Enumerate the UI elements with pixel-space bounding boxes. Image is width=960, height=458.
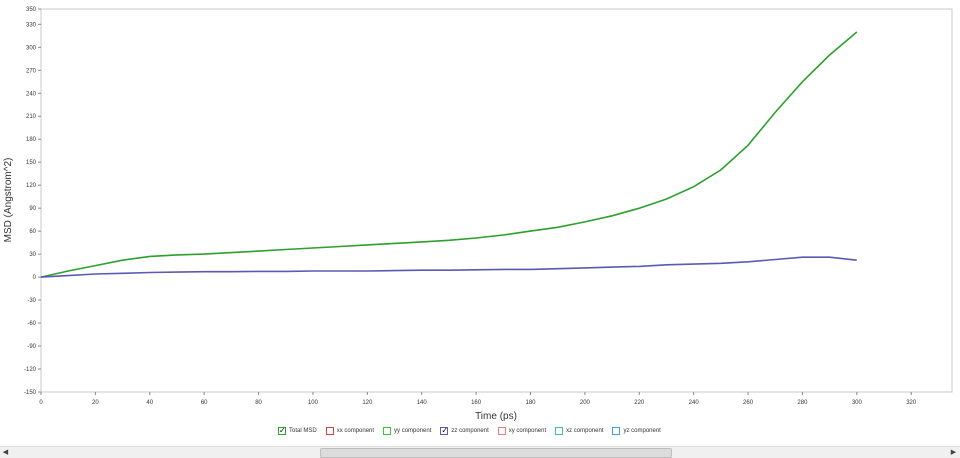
legend-label: xy component [508,428,547,434]
legend-item-yz-component[interactable]: yz component [612,427,661,435]
x-tick-label: 280 [797,400,808,406]
y-tick-label: -120 [24,367,37,373]
y-tick-label: 150 [26,160,37,166]
y-tick-label: 240 [26,91,37,97]
y-tick-label: 210 [26,114,37,120]
horizontal-scrollbar[interactable]: ◀ ▶ [0,446,960,458]
legend-label: xx component [336,428,375,434]
x-tick-label: 100 [308,400,319,406]
legend-label: xz component [566,428,604,434]
x-tick-label: 40 [146,400,153,406]
x-tick-label: 300 [852,400,863,406]
y-tick-label: 270 [26,68,37,74]
x-tick-label: 200 [580,400,591,406]
x-tick-label: 140 [417,400,428,406]
x-tick-label: 20 [92,400,99,406]
x-tick-label: 80 [255,400,262,406]
y-axis-title: MSD (Angstrom^2) [3,158,14,243]
legend-item-yy-component[interactable]: yy component [383,427,431,435]
legend-checkbox[interactable]: ✓ [440,426,449,435]
y-tick-label: 180 [26,137,37,143]
y-tick-label: -90 [27,344,36,350]
y-tick-label: 0 [33,275,37,281]
scroll-right-icon[interactable]: ▶ [950,449,957,456]
y-tick-label: 120 [26,183,37,189]
x-tick-label: 60 [201,400,208,406]
legend-label: zz component [451,428,489,434]
y-tick-label: 60 [29,229,36,235]
x-tick-labels: 0 20 40 60 80 100 120 140 160 180 200 220 240 260 280 3… [39,400,917,406]
x-tick-label: 180 [525,400,536,406]
legend-checkbox[interactable] [383,427,392,435]
axes [38,8,953,395]
series-line-zz-component [40,256,857,278]
x-tick-label: 220 [634,400,645,406]
y-tick-label: -30 [27,298,36,304]
x-tick-label: 0 [39,400,43,406]
legend: ✓ Total MSD xx component yy component ✓ zz co… [278,427,661,435]
y-tick-label: -150 [24,390,37,396]
legend-item-zz-component[interactable]: ✓ zz component [440,426,489,435]
x-tick-label: 320 [906,400,917,406]
x-tick-label: 240 [689,400,700,406]
legend-checkbox[interactable] [325,427,334,435]
series-line-total-msd [40,31,858,278]
chart: 0 20 40 60 80 100 120 140 160 180 200 220 240 260 280 3… [3,7,953,422]
scroll-left-icon[interactable]: ◀ [2,449,9,456]
legend-label: Total MSD [289,428,317,434]
legend-checkbox[interactable] [612,427,621,435]
legend-checkbox[interactable] [555,427,564,435]
legend-item-xz-component[interactable]: xz component [555,427,603,435]
y-tick-label: 30 [29,252,36,258]
y-tick-label: 330 [26,22,37,28]
y-tick-label: -60 [27,321,36,327]
legend-item-xx-component[interactable]: xx component [325,427,375,435]
x-tick-label: 260 [743,400,754,406]
legend-label: yy component [394,428,432,434]
x-tick-label: 160 [471,400,482,406]
plot-area [40,8,953,393]
x-axis-title: Time (ps) [475,411,517,422]
x-tick-label: 120 [362,400,373,406]
y-tick-label: 350 [26,7,37,13]
legend-item-total-msd[interactable]: ✓ Total MSD [278,427,317,435]
y-tick-label: 90 [29,206,36,212]
y-tick-label: 300 [26,45,37,51]
legend-checkbox[interactable]: ✓ [278,426,286,435]
y-tick-labels: -150 -120 -90 -60 -30 0 30 60 90 120 150 180 210 240 2… [24,7,37,396]
series [40,31,858,278]
legend-checkbox[interactable] [497,427,506,435]
legend-item-xy-component[interactable]: xy component [497,427,547,435]
legend-label: yz component [623,428,661,434]
